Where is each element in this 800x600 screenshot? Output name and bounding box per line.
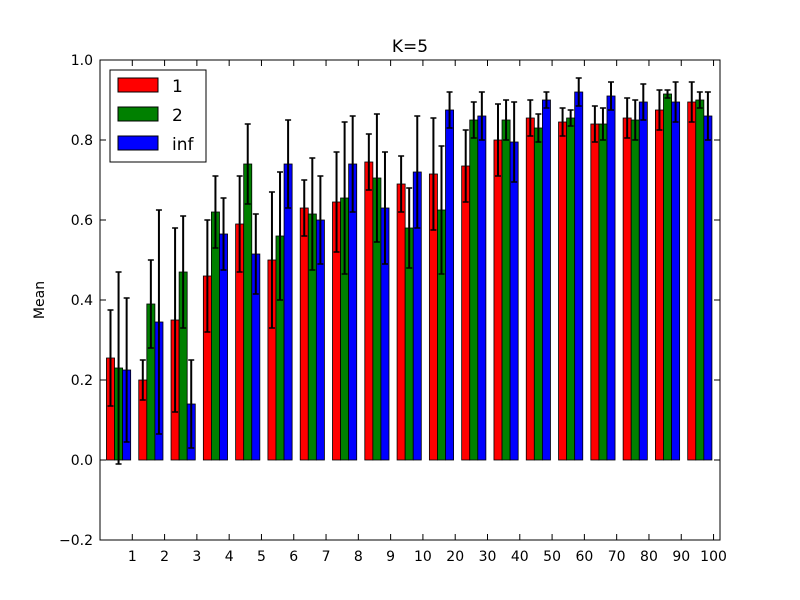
bar-2-4 xyxy=(211,211,220,461)
bar-inf-30 xyxy=(477,115,487,461)
bar-1-7 xyxy=(299,207,309,461)
error-bars-layer xyxy=(107,77,711,465)
x-tick-label: 70 xyxy=(608,549,626,565)
y-tick-label: 0.0 xyxy=(71,453,93,469)
bar-1-30 xyxy=(461,165,471,461)
bar-1-10 xyxy=(396,183,406,461)
bar-2-100 xyxy=(695,99,705,461)
bar-1-60 xyxy=(558,121,568,461)
bar-inf-20 xyxy=(445,109,454,461)
legend-label-2: 2 xyxy=(172,106,183,126)
bar-1-70 xyxy=(590,123,600,461)
bar-inf-80 xyxy=(638,101,648,461)
bar-inf-100 xyxy=(703,115,713,461)
bar-1-80 xyxy=(622,117,632,461)
x-tick-label: 7 xyxy=(322,549,331,565)
x-tick-label: 3 xyxy=(192,549,201,565)
bar-1-50 xyxy=(525,117,535,461)
x-tick-label: 5 xyxy=(257,549,266,565)
bar-2-30 xyxy=(469,119,479,461)
x-tick-label: 50 xyxy=(543,549,561,565)
bar-2-50 xyxy=(533,127,543,461)
bar-inf-40 xyxy=(509,141,519,461)
x-tick-label: 90 xyxy=(672,549,690,565)
y-axis-label: Mean xyxy=(32,281,48,319)
bar-2-40 xyxy=(501,119,511,461)
bar-1-40 xyxy=(493,139,503,461)
legend: 1 2 inf xyxy=(109,69,207,163)
y-tick-label: 0.6 xyxy=(71,213,93,229)
plot-frame xyxy=(99,59,721,541)
x-tick-label: 60 xyxy=(575,549,593,565)
y-tick-label: −0.2 xyxy=(59,533,93,549)
bar-inf-50 xyxy=(541,99,551,461)
x-tick-label: 1 xyxy=(128,549,137,565)
y-tick-label: 0.2 xyxy=(71,373,93,389)
x-tick-label: 10 xyxy=(414,549,432,565)
bar-2-60 xyxy=(566,117,576,461)
bar-inf-60 xyxy=(574,91,584,461)
bar-inf-70 xyxy=(606,95,616,461)
x-tick-label: 100 xyxy=(700,549,727,565)
bar-2-80 xyxy=(630,119,640,461)
legend-swatch-2 xyxy=(117,106,159,122)
y-axis-ticks: −0.2 0.0 0.2 0.4 0.6 0.8 1.0 xyxy=(59,53,720,549)
bars-layer xyxy=(106,91,713,461)
legend-label-inf: inf xyxy=(172,135,194,155)
bar-1-9 xyxy=(364,161,374,461)
bar-2-90 xyxy=(663,93,672,461)
x-tick-label: 9 xyxy=(386,549,395,565)
x-tick-label: 20 xyxy=(446,549,464,565)
y-tick-label: 0.4 xyxy=(71,293,93,309)
y-tick-label: 1.0 xyxy=(71,53,93,69)
x-tick-label: 8 xyxy=(354,549,363,565)
legend-label-1: 1 xyxy=(172,77,183,97)
bar-2-5 xyxy=(243,163,253,461)
x-axis-ticks: 1 2 3 4 5 6 7 8 9 10 20 30 40 50 60 70 80 90 100 xyxy=(128,60,727,565)
bar-1-100 xyxy=(687,101,697,461)
x-tick-label: 2 xyxy=(160,549,169,565)
x-tick-label: 80 xyxy=(640,549,658,565)
legend-swatch-inf xyxy=(117,135,159,151)
x-tick-label: 4 xyxy=(225,549,234,565)
bar-inf-90 xyxy=(671,101,681,461)
x-tick-label: 30 xyxy=(479,549,497,565)
x-tick-label: 6 xyxy=(289,549,298,565)
chart-title: K=5 xyxy=(392,37,428,57)
bar-1-90 xyxy=(655,109,664,461)
bar-2-70 xyxy=(598,123,608,461)
y-tick-label: 0.8 xyxy=(71,133,93,149)
x-tick-label: 40 xyxy=(511,549,529,565)
legend-swatch-1 xyxy=(117,77,159,93)
